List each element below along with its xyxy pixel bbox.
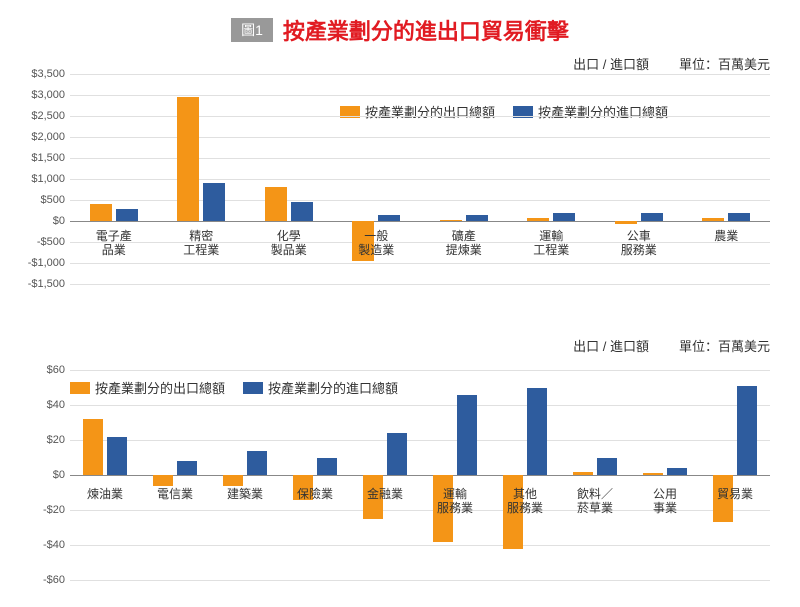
bar-export (440, 220, 462, 221)
bar-export (702, 218, 724, 221)
unit-label-2b: 單位：百萬美元 (679, 336, 770, 355)
bar-import (597, 458, 617, 476)
x-tick-label: 農業 (696, 229, 756, 243)
bar-import (641, 213, 663, 221)
y-tick-label: $2,500 (20, 110, 65, 122)
unit-label-1b: 出口 / 進口額 (573, 336, 649, 355)
y-tick-label: $2,000 (20, 131, 65, 143)
x-tick-label: 運輸服務業 (425, 487, 485, 516)
bar-export (573, 472, 593, 476)
bar-export (90, 204, 112, 221)
bar-import (317, 458, 337, 476)
bar-import (527, 388, 547, 476)
chart-badge: 圖1 (231, 18, 273, 42)
bar-import (291, 202, 313, 221)
x-tick-label: 電信業 (145, 487, 205, 501)
y-tick-label: $500 (20, 194, 65, 206)
bar-import (728, 213, 750, 221)
bar-export (615, 221, 637, 224)
y-tick-label: $60 (20, 364, 65, 376)
y-tick-label: $40 (20, 399, 65, 411)
x-tick-label: 其他服務業 (495, 487, 555, 516)
x-tick-label: 金融業 (355, 487, 415, 501)
x-tick-label: 化學製品業 (259, 229, 319, 258)
bar-import (553, 213, 575, 221)
bar-export (643, 473, 663, 475)
y-tick-label: $1,000 (20, 173, 65, 185)
bar-import (107, 437, 127, 476)
x-tick-label: 一般製造業 (346, 229, 406, 258)
x-tick-label: 運輸工程業 (521, 229, 581, 258)
x-tick-label: 煉油業 (75, 487, 135, 501)
unit-label-1: 出口 / 進口額 (573, 54, 649, 73)
x-tick-label: 保險業 (285, 487, 345, 501)
x-tick-label: 建築業 (215, 487, 275, 501)
bar-import (466, 215, 488, 221)
chart-1-plot: -$1,500-$1,000-$500$0$500$1,000$1,500$2,… (70, 74, 770, 284)
x-tick-label: 礦產提煉業 (434, 229, 494, 258)
bar-import (177, 461, 197, 475)
y-tick-label: $0 (20, 469, 65, 481)
y-tick-label: -$1,000 (20, 257, 65, 269)
bar-import (387, 433, 407, 475)
chart-2-plot: -$60-$40-$20$0$20$40$60煉油業電信業建築業保險業金融業運輸… (70, 370, 770, 580)
y-tick-label: -$1,500 (20, 278, 65, 290)
bar-import (667, 468, 687, 475)
y-tick-label: $1,500 (20, 152, 65, 164)
chart-title: 按產業劃分的進出口貿易衝擊 (283, 14, 569, 46)
bar-export (83, 419, 103, 475)
y-tick-label: $20 (20, 434, 65, 446)
bar-import (378, 215, 400, 221)
bar-export (223, 475, 243, 486)
bar-export (527, 218, 549, 221)
x-tick-label: 飲料／菸草業 (565, 487, 625, 516)
y-tick-label: $0 (20, 215, 65, 227)
unit-label-2: 單位：百萬美元 (679, 54, 770, 73)
bar-export (265, 187, 287, 221)
x-tick-label: 精密工程業 (171, 229, 231, 258)
y-tick-label: -$60 (20, 574, 65, 586)
x-tick-label: 公用事業 (635, 487, 695, 516)
bar-export (177, 97, 199, 221)
bar-import (737, 386, 757, 475)
bar-import (203, 183, 225, 221)
bar-import (116, 209, 138, 221)
y-tick-label: $3,000 (20, 89, 65, 101)
y-tick-label: $3,500 (20, 68, 65, 80)
bar-export (153, 475, 173, 486)
x-tick-label: 電子產品業 (84, 229, 144, 258)
x-tick-label: 貿易業 (705, 487, 765, 501)
y-tick-label: -$20 (20, 504, 65, 516)
x-tick-label: 公車服務業 (609, 229, 669, 258)
y-tick-label: -$40 (20, 539, 65, 551)
bar-import (247, 451, 267, 476)
bar-import (457, 395, 477, 476)
y-tick-label: -$500 (20, 236, 65, 248)
